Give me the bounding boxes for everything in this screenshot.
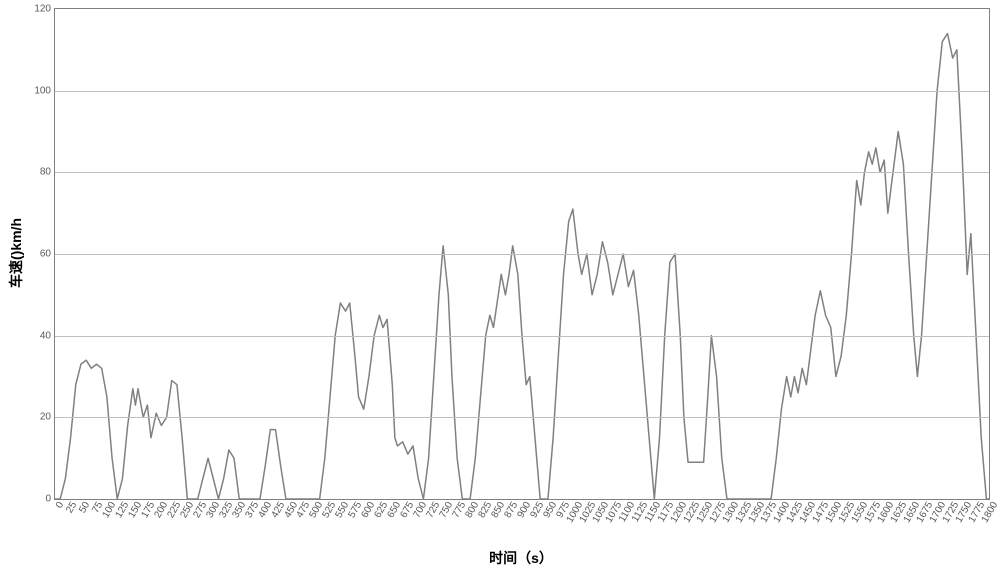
grid-line bbox=[55, 254, 989, 255]
y-tick-label: 100 bbox=[34, 85, 55, 96]
y-tick-label: 80 bbox=[40, 167, 55, 178]
plot-area: 0204060801001200255075100125150175200225… bbox=[54, 8, 990, 500]
grid-line bbox=[55, 336, 989, 337]
x-axis-title: 时间（s） bbox=[489, 548, 553, 568]
y-tick-label: 60 bbox=[40, 249, 55, 260]
y-axis-title: 车速()km/h bbox=[6, 218, 26, 288]
grid-line bbox=[55, 172, 989, 173]
speed-line-series bbox=[55, 34, 989, 500]
y-tick-label: 20 bbox=[40, 412, 55, 423]
speed-time-line-chart: 0204060801001200255075100125150175200225… bbox=[0, 0, 1000, 572]
grid-line bbox=[55, 417, 989, 418]
y-tick-label: 120 bbox=[34, 4, 55, 15]
grid-line bbox=[55, 91, 989, 92]
y-tick-label: 40 bbox=[40, 330, 55, 341]
